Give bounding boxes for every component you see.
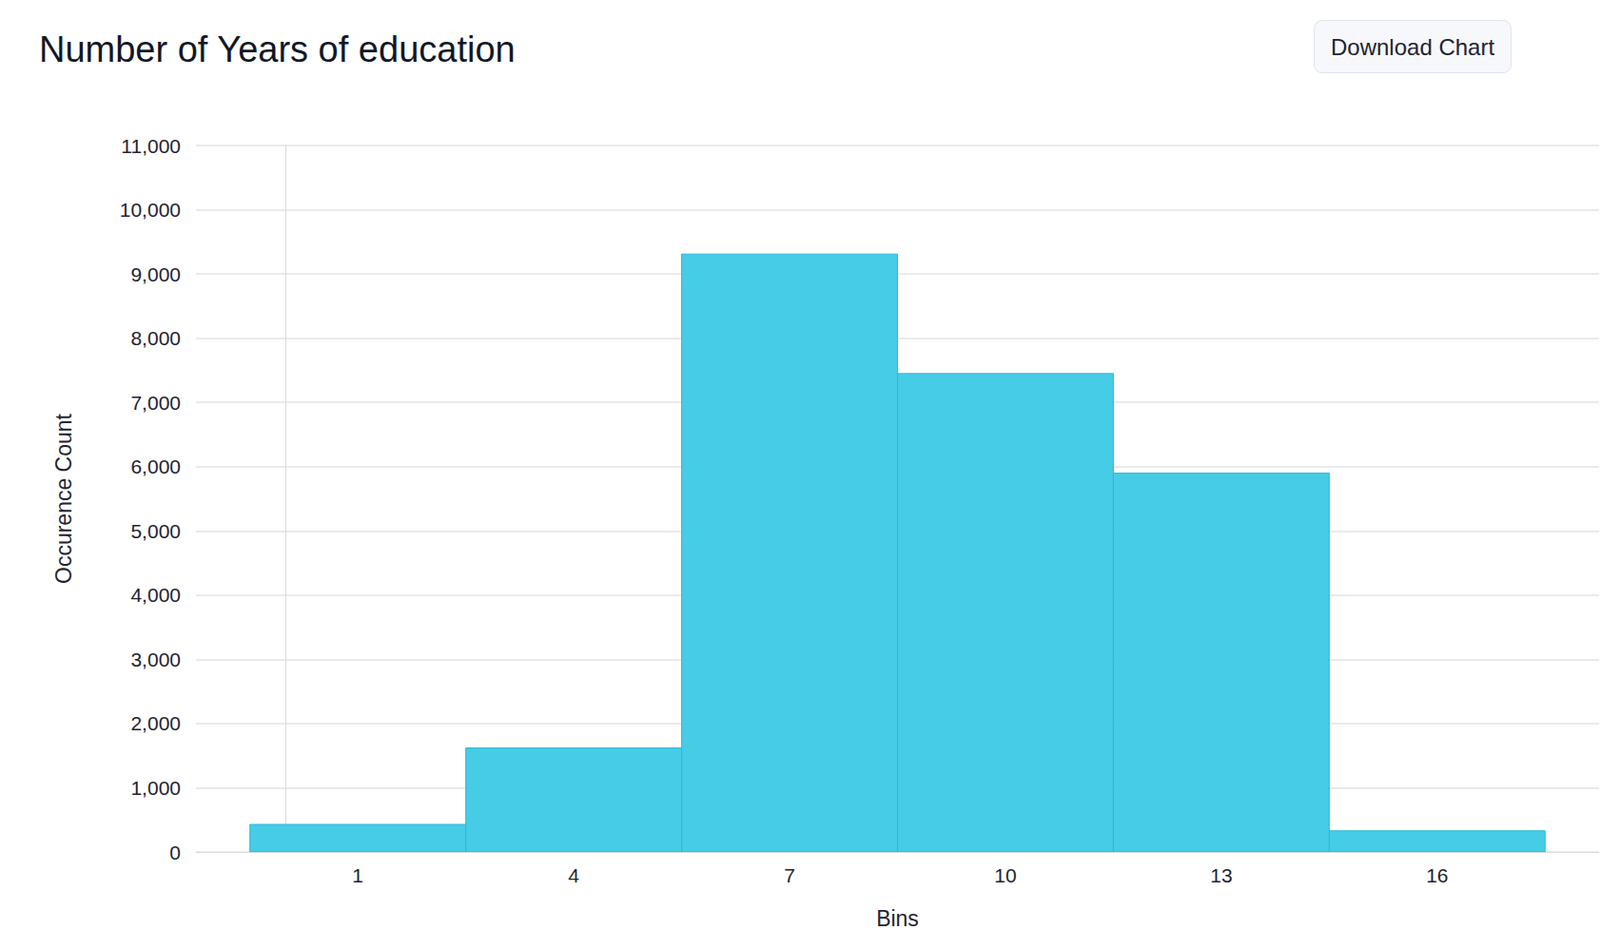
svg-text:13: 13 [1209, 864, 1232, 887]
svg-text:1,000: 1,000 [130, 777, 181, 800]
svg-text:3,000: 3,000 [130, 648, 181, 671]
svg-text:Number of Years of education: Number of Years of education [39, 29, 516, 70]
html-text:Download Chart: Download Chart [1330, 34, 1495, 60]
svg-text:7,000: 7,000 [130, 391, 181, 414]
svg-text:11,000: 11,000 [120, 135, 181, 157]
svg-text:6,000: 6,000 [130, 455, 181, 478]
svg-text:4: 4 [567, 864, 580, 887]
svg-text:10: 10 [994, 864, 1016, 887]
svg-text:0: 0 [169, 841, 181, 864]
svg-text:1: 1 [351, 864, 364, 887]
svg-text:4,000: 4,000 [130, 584, 181, 606]
svg-text:5,000: 5,000 [130, 520, 181, 543]
svg-text:9,000: 9,000 [130, 263, 181, 286]
svg-text:10,000: 10,000 [119, 198, 181, 221]
svg-text:Occurence Count: Occurence Count [51, 412, 77, 585]
svg-text:16: 16 [1425, 864, 1448, 887]
svg-text:7: 7 [783, 864, 796, 887]
svg-text:2,000: 2,000 [130, 712, 181, 735]
svg-text:8,000: 8,000 [130, 327, 181, 350]
svg-text:Bins: Bins [876, 906, 919, 932]
